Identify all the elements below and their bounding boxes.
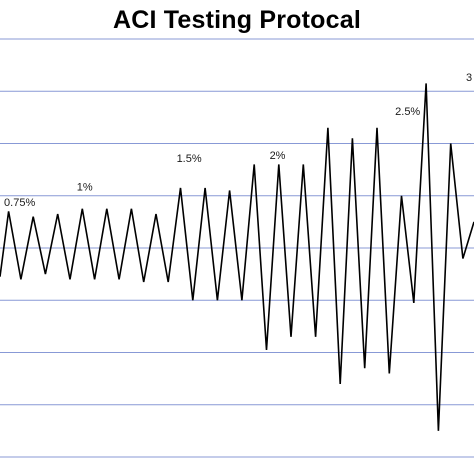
annotation-label: 0.75% — [4, 197, 35, 209]
chart-title: ACI Testing Protocal — [112, 6, 361, 34]
annotation-label: 1% — [77, 182, 93, 194]
annotation-label: 3 — [466, 72, 472, 84]
grid-lines — [0, 38, 474, 458]
annotation-label: 2.5% — [395, 106, 420, 118]
annotation-layer: 0.75% 1% 1.5% 2% 2.5% 3 — [4, 72, 472, 209]
annotation-label: 1.5% — [177, 153, 202, 165]
annotation-label: 2% — [270, 150, 286, 162]
series-layer — [0, 83, 474, 431]
series-line — [0, 83, 474, 431]
